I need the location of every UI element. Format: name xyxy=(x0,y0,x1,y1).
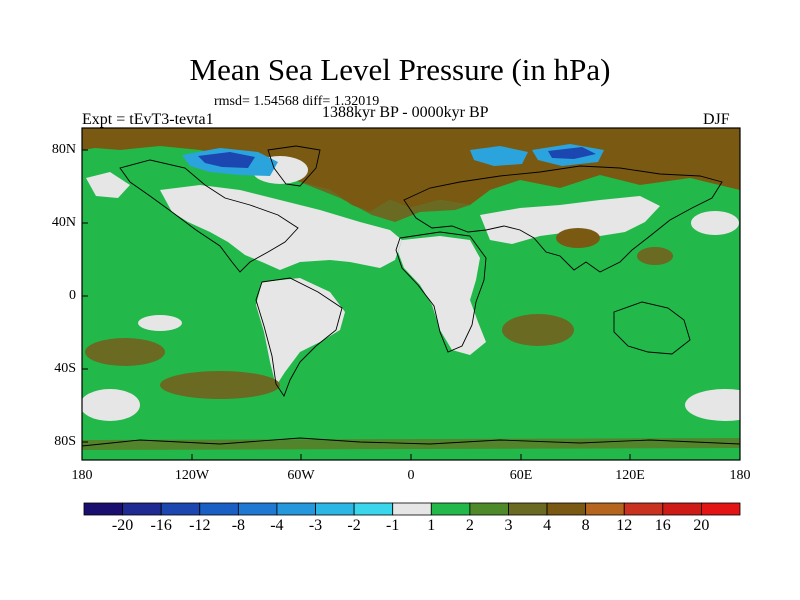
colorbar-swatch xyxy=(701,502,741,516)
colorbar-label: 8 xyxy=(581,517,590,534)
lon-label-120e: 120E xyxy=(615,468,645,483)
siberia-deep-low xyxy=(548,147,596,159)
colorbar-label: 3 xyxy=(504,517,513,534)
colorbar xyxy=(83,502,741,516)
africa-gray xyxy=(398,236,486,355)
coastlines xyxy=(82,145,740,447)
colorbar-label: 20 xyxy=(693,517,710,534)
colorbar-swatch xyxy=(83,502,123,516)
south-pacific-olive xyxy=(85,338,165,366)
southern-ocean-gray-east xyxy=(685,389,740,421)
colorbar-label: 2 xyxy=(465,517,474,534)
north-olive-region xyxy=(300,182,470,222)
colorbar-label: -3 xyxy=(308,517,323,534)
colorbar-swatch xyxy=(315,502,355,516)
pressure-field xyxy=(82,128,740,460)
southern-ocean-gray-west xyxy=(82,389,140,421)
colorbar-swatch xyxy=(469,502,509,516)
colorbar-swatch xyxy=(122,502,162,516)
lon-label-180-east: 180 xyxy=(729,468,751,483)
north-america-coast xyxy=(119,159,299,273)
lat-label-40n: 40N xyxy=(51,215,76,230)
greenland-deep-low xyxy=(198,152,255,168)
south-america-coast xyxy=(255,277,343,397)
colorbar-label: 12 xyxy=(616,517,633,534)
colorbar-swatch xyxy=(585,502,625,516)
stats-line: rmsd= 1.54568 diff= 1.32019 xyxy=(214,94,380,109)
colorbar-label: 4 xyxy=(543,517,552,534)
colorbar-swatch xyxy=(430,502,471,516)
colorbar-swatch xyxy=(508,502,548,516)
asia-olive xyxy=(637,247,673,265)
colorbar-label: -20 xyxy=(111,517,134,534)
colorbar-label: 1 xyxy=(427,517,436,534)
greenland-coast xyxy=(267,145,321,187)
colorbar-swatch xyxy=(662,502,702,516)
colorbar-label: -4 xyxy=(270,517,284,534)
siberia-blue-low-west xyxy=(470,146,528,166)
africa-coast xyxy=(395,231,487,353)
lon-label-60w: 60W xyxy=(287,468,315,483)
colorbar-label: -12 xyxy=(189,517,211,534)
colorbar-swatch xyxy=(353,502,394,516)
colorbar-swatch xyxy=(392,502,432,516)
lat-label-0: 0 xyxy=(69,288,76,303)
colorbar-swatch xyxy=(276,502,316,516)
south-atlantic-olive xyxy=(160,371,280,399)
season-label: DJF xyxy=(703,111,730,128)
lon-label-180-west: 180 xyxy=(71,468,93,483)
colorbar-swatch xyxy=(623,502,664,516)
australia-coast xyxy=(613,301,691,355)
eurasia-gray xyxy=(480,196,660,244)
colorbar-swatch xyxy=(199,502,239,516)
north-pacific-gray xyxy=(691,211,739,235)
lon-label-60e: 60E xyxy=(509,468,533,483)
axis-ticks xyxy=(82,149,631,460)
colorbar-label: 16 xyxy=(654,517,671,534)
lat-label-40s: 40S xyxy=(54,361,76,376)
south-america-gray xyxy=(256,278,345,386)
lon-label-0: 0 xyxy=(407,468,415,483)
period-label: 1388kyr BP - 0000kyr BP xyxy=(322,104,489,121)
colorbar-swatch xyxy=(546,502,587,516)
nw-atlantic-gray xyxy=(86,172,130,198)
lat-label-80n: 80N xyxy=(51,142,76,157)
colorbar-swatch xyxy=(237,502,278,516)
lat-label-80s: 80S xyxy=(54,434,76,449)
north-america-gray xyxy=(160,185,402,270)
colorbar-label: -16 xyxy=(150,517,172,534)
experiment-label: Expt = tEvT3-tevta1 xyxy=(82,111,214,128)
colorbar-label: -8 xyxy=(231,517,246,534)
lon-label-120w: 120W xyxy=(174,468,210,483)
colorbar-label: -2 xyxy=(347,517,361,534)
indian-ocean-olive xyxy=(502,314,574,346)
antarctic-brown-band xyxy=(82,438,740,450)
south-pacific-gray xyxy=(138,315,182,331)
colorbar-swatch xyxy=(160,502,201,516)
antarctica-coast xyxy=(82,437,740,447)
chart-title: Mean Sea Level Pressure (in hPa) xyxy=(189,52,611,87)
colorbar-label: -1 xyxy=(386,517,400,534)
eurasia-coast xyxy=(403,165,723,273)
tibet-brown xyxy=(556,228,600,248)
